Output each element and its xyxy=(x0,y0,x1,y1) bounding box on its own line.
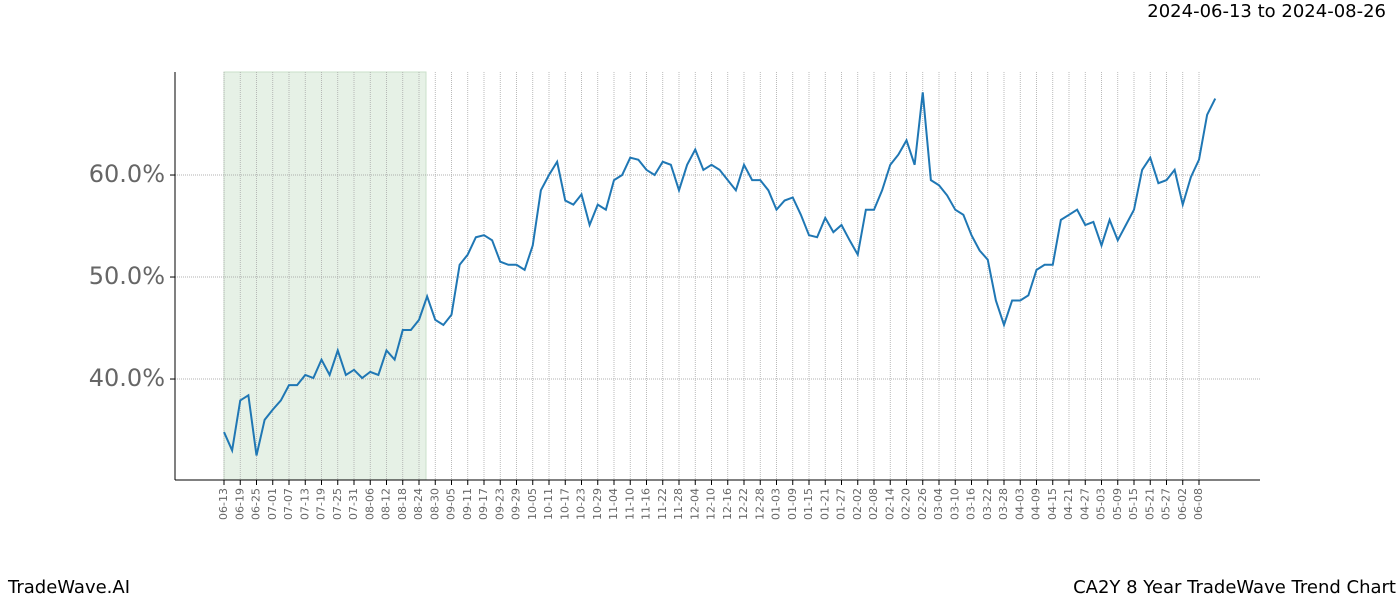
x-tick-label: 11-16 xyxy=(640,488,653,520)
x-tick-label: 04-09 xyxy=(1030,488,1043,520)
x-tick-label: 04-21 xyxy=(1062,488,1075,520)
x-tick-label: 08-12 xyxy=(380,488,393,520)
y-tick-label: 50.0% xyxy=(89,262,165,290)
x-tick-label: 12-16 xyxy=(721,488,734,520)
x-tick-label: 05-09 xyxy=(1111,488,1124,520)
x-tick-label: 01-09 xyxy=(786,488,799,520)
x-tick-label: 11-10 xyxy=(623,488,636,520)
x-tick-label: 08-30 xyxy=(428,488,441,520)
x-tick-label: 09-17 xyxy=(477,488,490,520)
chart-name: CA2Y 8 Year TradeWave Trend Chart xyxy=(1073,577,1396,598)
highlight-span xyxy=(223,71,427,481)
line xyxy=(223,92,1217,456)
x-tick-label: 06-19 xyxy=(233,488,246,520)
y-tick-label: 40.0% xyxy=(89,364,165,392)
x-tick-label: 02-14 xyxy=(883,488,896,520)
x-tick-label: 07-19 xyxy=(315,488,328,520)
brand: TradeWave.AI xyxy=(7,577,130,598)
x-tick-label: 02-08 xyxy=(867,488,880,520)
x-tick-label: 09-11 xyxy=(461,488,474,520)
x-tick-label: 12-28 xyxy=(753,488,766,520)
x-tick-label: 05-03 xyxy=(1095,488,1108,520)
x-tick-label: 05-15 xyxy=(1127,488,1140,520)
x-tick-label: 10-05 xyxy=(526,488,539,520)
x-tick-label: 08-06 xyxy=(363,488,376,520)
x-tick-label: 06-13 xyxy=(217,488,230,520)
x-tick-label: 12-22 xyxy=(737,488,750,520)
x-tick-label: 11-28 xyxy=(672,488,685,520)
x-tick-label: 10-29 xyxy=(591,488,604,520)
x-tick-label: 04-27 xyxy=(1078,488,1091,520)
x-tick-label: 05-27 xyxy=(1160,488,1173,520)
x-tick-label: 12-04 xyxy=(688,488,701,520)
x-tick-label: 03-28 xyxy=(997,488,1010,520)
x-tick-label: 05-21 xyxy=(1143,488,1156,520)
x-tick-label: 02-02 xyxy=(851,488,864,520)
x-tick-label: 12-10 xyxy=(705,488,718,520)
x-tick-label: 07-07 xyxy=(282,488,295,520)
x-tick-label: 04-03 xyxy=(1013,488,1026,520)
x-tick-label: 01-15 xyxy=(802,488,815,520)
x-tick-label: 09-05 xyxy=(445,488,458,520)
x-tick-label: 02-20 xyxy=(900,488,913,520)
x-tick-label: 01-03 xyxy=(770,488,783,520)
x-tick-label: 03-16 xyxy=(965,488,978,520)
x-tick-label: 06-08 xyxy=(1192,488,1205,520)
x-tick-label: 04-15 xyxy=(1046,488,1059,520)
x-tick-label: 02-26 xyxy=(916,488,929,520)
x-tick-label: 03-04 xyxy=(932,488,945,520)
x-tick-label: 10-23 xyxy=(575,488,588,520)
x-tick-label: 11-04 xyxy=(607,488,620,520)
x-tick-label: 03-22 xyxy=(981,488,994,520)
x-tick-label: 07-01 xyxy=(266,488,279,520)
x-tick-label: 07-25 xyxy=(331,488,344,520)
x-tick-label: 09-23 xyxy=(493,488,506,520)
x-tick-label: 11-22 xyxy=(656,488,669,520)
x-tick-label: 01-21 xyxy=(818,488,831,520)
x-tick-label: 06-25 xyxy=(250,488,263,520)
x-tick-label: 06-02 xyxy=(1176,488,1189,520)
x-tick-label: 10-17 xyxy=(558,488,571,520)
x-tick-label: 09-29 xyxy=(510,488,523,520)
x-tick-label: 07-31 xyxy=(347,488,360,520)
date-range: 2024-06-13 to 2024-08-26 xyxy=(1147,1,1386,22)
x-tick-label: 01-27 xyxy=(835,488,848,520)
x-tick-label: 03-10 xyxy=(948,488,961,520)
x-tick-label: 07-13 xyxy=(298,488,311,520)
y-tick-label: 60.0% xyxy=(89,160,165,188)
x-tick-label: 10-11 xyxy=(542,488,555,520)
x-tick-label: 08-18 xyxy=(396,488,409,520)
x-tick-label: 08-24 xyxy=(412,488,425,520)
